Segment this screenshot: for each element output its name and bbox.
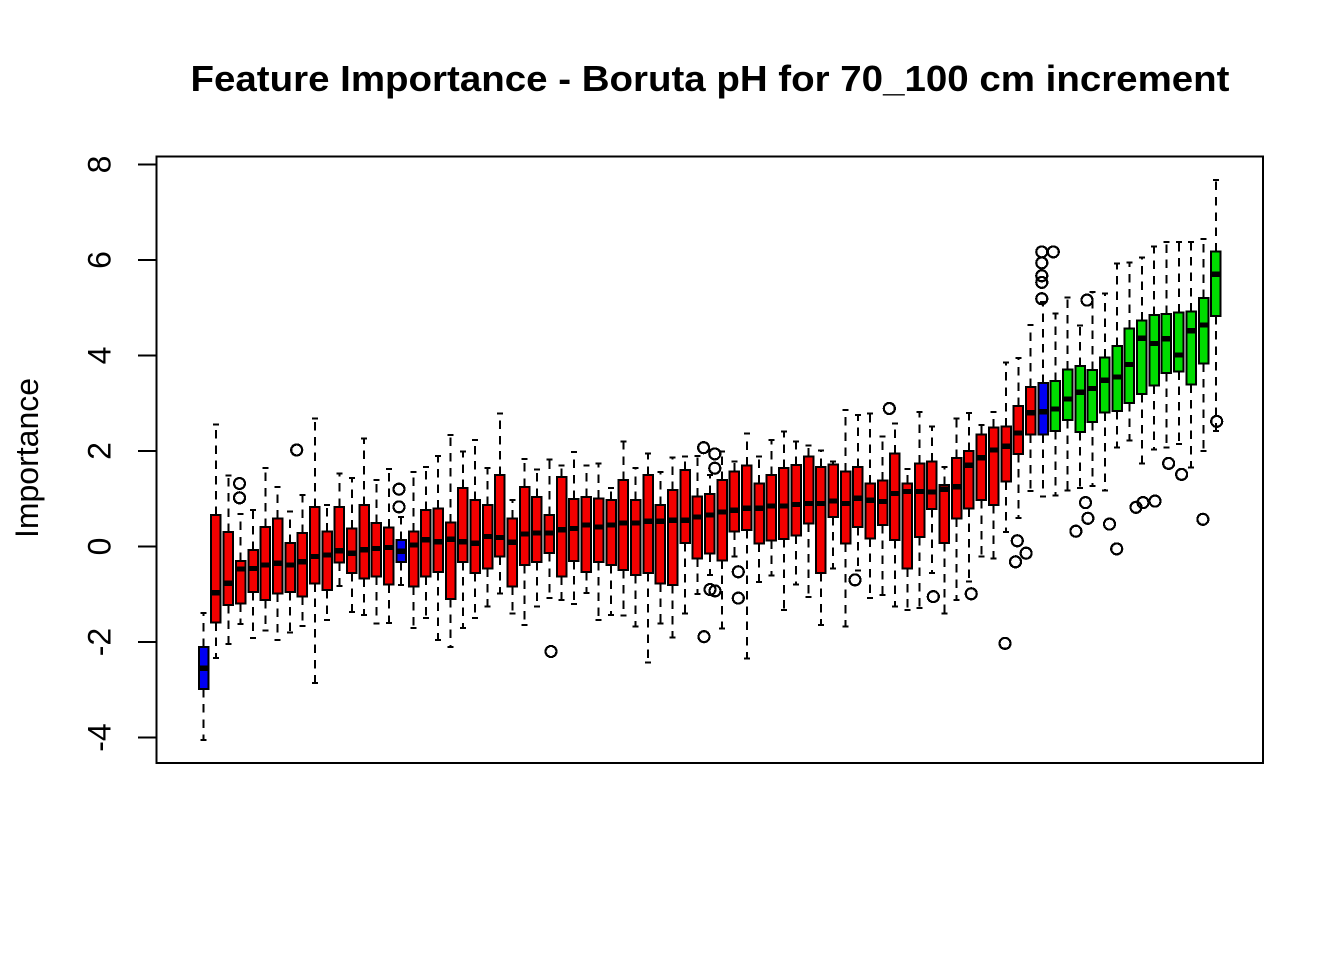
- svg-text:6: 6: [82, 251, 118, 269]
- svg-text:0: 0: [82, 538, 118, 556]
- svg-text:-4: -4: [82, 723, 118, 751]
- svg-text:Importance: Importance: [9, 378, 45, 538]
- svg-text:-2: -2: [82, 628, 118, 656]
- svg-text:4: 4: [82, 347, 118, 365]
- svg-text:Feature Importance - Boruta pH: Feature Importance - Boruta pH for 70_10…: [191, 58, 1230, 99]
- svg-text:8: 8: [82, 156, 118, 174]
- svg-text:2: 2: [82, 442, 118, 460]
